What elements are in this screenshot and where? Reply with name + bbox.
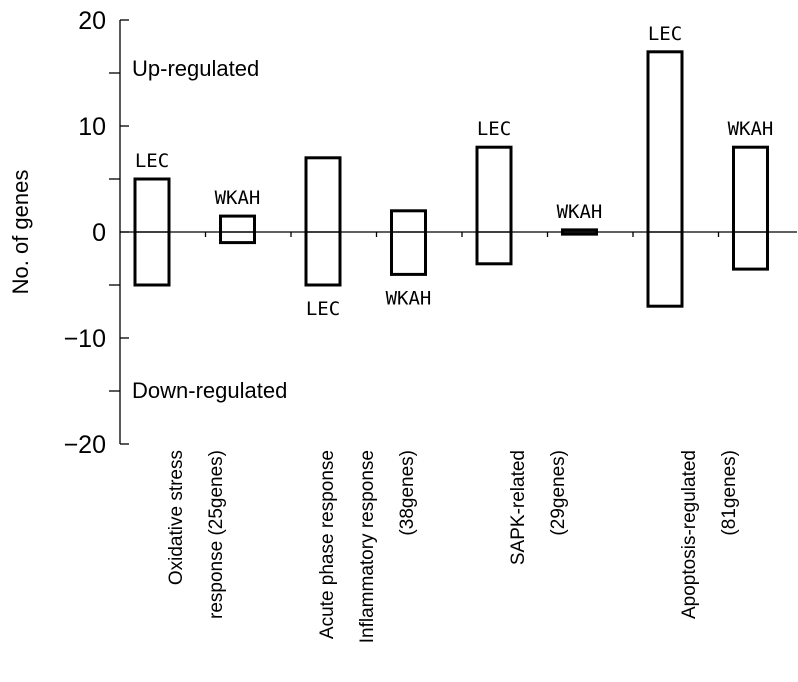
category-label-line: (81genes) [719,450,740,536]
down-regulated-annotation: Down-regulated [132,378,287,403]
bar-lec-1 [304,156,342,287]
bar-wkah-1 [390,209,427,276]
category-label-line: (29genes) [548,450,569,536]
category-label-line: (38genes) [397,450,418,536]
bar-lec-2 [475,145,513,266]
bar-label-wkah: WKAH [728,118,774,140]
bar-label-lec: LEC [135,150,169,172]
y-axis-title: No. of genes [8,170,33,295]
y-tick-label: −10 [64,325,106,353]
bar-label-wkah: WKAH [215,187,261,209]
bar-label-lec: LEC [648,23,682,45]
bar-lec-3 [646,50,684,308]
y-tick-label: −20 [64,431,106,459]
bar-label-wkah: WKAH [386,287,432,309]
category-label-line: response (25genes) [206,450,227,619]
y-tick-label: 10 [78,113,106,141]
labels: No. of genes Up-regulated Down-regulated LE… [8,23,773,643]
category-label-line: Apoptosis-regulated [679,450,700,619]
category-label-line: Acute phase response [317,450,338,639]
y-tick-label: 20 [78,7,106,35]
bar-label-wkah: WKAH [557,201,603,223]
category-label-line: SAPK-related [508,450,529,565]
bar-wkah-3 [732,145,769,271]
bar-label-lec: LEC [306,298,340,320]
up-regulated-annotation: Up-regulated [132,56,259,81]
category-label-line: Inflammatory response [357,450,378,643]
axes: −20 −10 0 10 20 [64,7,797,459]
bar-wkah-0 [219,214,256,245]
bars [133,50,769,308]
bar-label-lec: LEC [477,118,511,140]
category-label-line: Oxidative stress [166,450,187,585]
y-tick-label: 0 [92,219,106,247]
